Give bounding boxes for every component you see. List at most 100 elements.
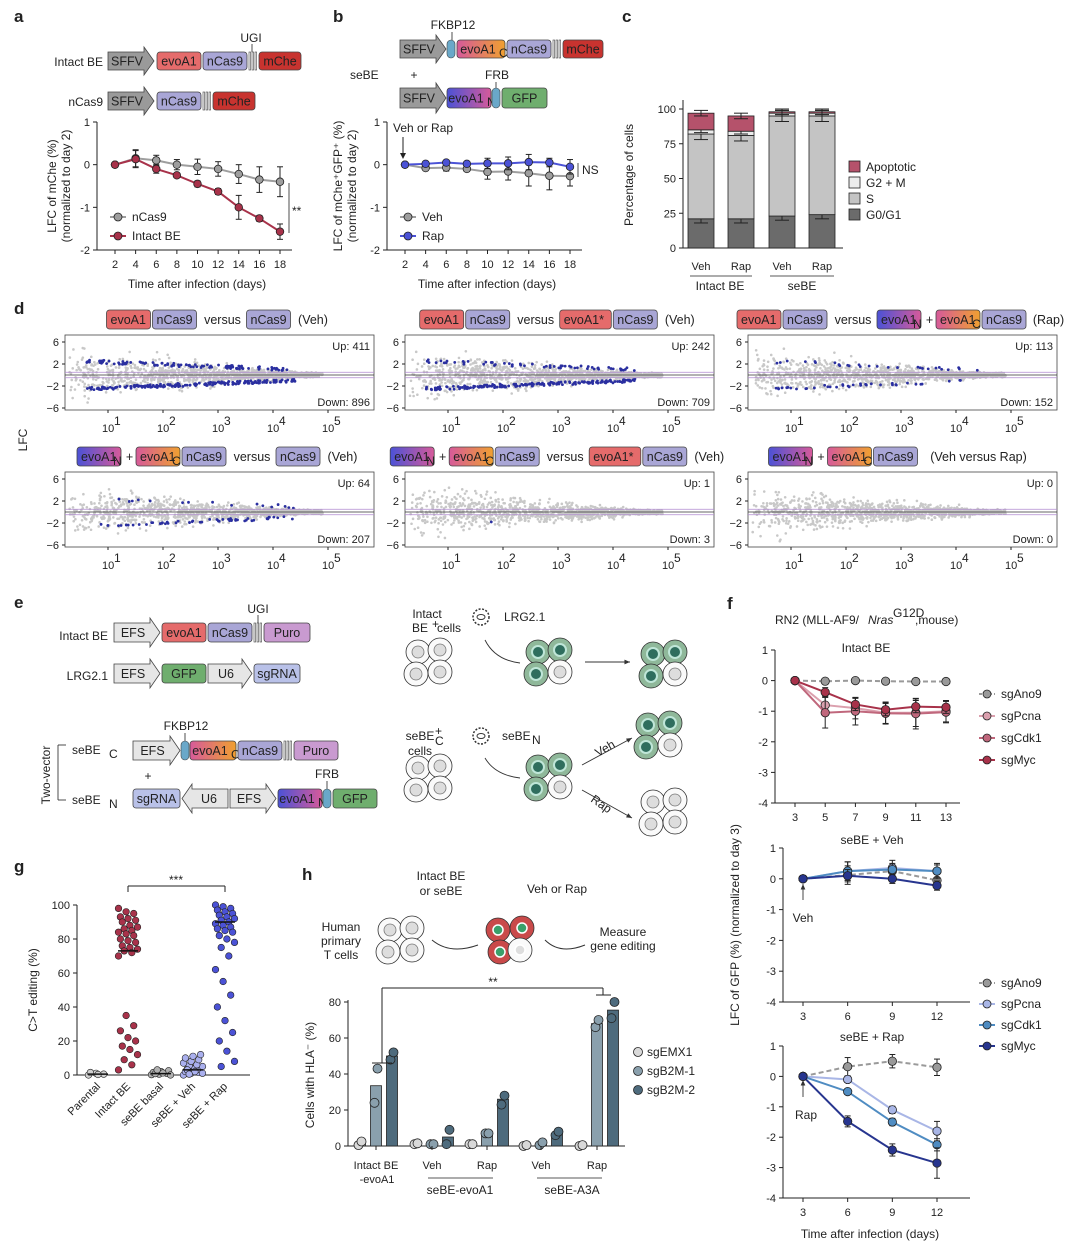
up-gene-point — [453, 361, 457, 364]
ugi-label: UGI — [240, 31, 261, 45]
gene-point — [125, 502, 129, 505]
gene-point — [81, 356, 85, 359]
up-gene-point — [426, 358, 430, 362]
gene-point — [457, 364, 461, 368]
evoa1c-box — [456, 39, 506, 59]
gene-point — [459, 376, 462, 380]
gene-point — [505, 360, 509, 364]
sebe-label: seBE — [350, 68, 379, 82]
construct-chip — [106, 309, 151, 330]
bar-segment-G0/G1 — [727, 218, 755, 249]
linker-mark — [202, 91, 205, 111]
gene-point — [904, 367, 907, 371]
data-point — [255, 175, 264, 184]
data-point — [234, 203, 243, 212]
gene-point — [96, 384, 99, 387]
up-gene-point — [946, 368, 950, 372]
gene-point — [791, 386, 795, 389]
gene-point — [283, 373, 287, 376]
data-point — [193, 162, 202, 171]
gene-point — [415, 368, 419, 371]
down-gene-point — [789, 386, 793, 390]
gene-point — [189, 369, 193, 372]
down-count: Down: 709 — [657, 397, 710, 409]
panel-letter: e — [14, 593, 23, 612]
up-count: Up: 242 — [671, 341, 710, 353]
gene-point — [884, 378, 888, 382]
up-count: Up: 411 — [332, 341, 370, 353]
down-gene-point — [188, 383, 192, 387]
down-gene-point — [528, 382, 532, 386]
gene-point — [199, 380, 203, 383]
gene-point — [790, 381, 793, 385]
gene-point — [185, 369, 189, 372]
chip-label: evoA1 — [424, 313, 459, 327]
down-gene-point — [438, 388, 442, 391]
gene-point — [90, 383, 94, 386]
up-gene-point — [896, 366, 899, 369]
gene-point — [782, 347, 786, 350]
down-gene-point — [611, 381, 615, 385]
gene-point — [815, 365, 818, 369]
gene-point — [859, 368, 863, 372]
down-gene-point — [780, 386, 784, 390]
down-gene-point — [561, 383, 564, 387]
gene-point — [221, 378, 225, 381]
gene-point — [93, 384, 96, 387]
up-gene-point — [258, 365, 261, 369]
up-gene-point — [98, 359, 102, 363]
gene-point — [230, 378, 233, 382]
treatment-annotation: Veh or Rap — [393, 121, 453, 135]
chip-label: nCas9 — [157, 313, 193, 327]
down-gene-point — [211, 381, 215, 385]
gene-point — [805, 382, 808, 386]
up-gene-point — [141, 361, 145, 365]
down-gene-point — [616, 380, 619, 383]
gene-point — [71, 367, 75, 370]
gene-point — [111, 383, 114, 387]
dimerization-domain — [446, 39, 456, 59]
subscript: C — [972, 317, 981, 331]
gene-point — [159, 378, 163, 381]
gene-point — [769, 353, 773, 357]
down-gene-point — [135, 383, 139, 387]
gene-point — [435, 365, 439, 369]
gene-point — [411, 358, 414, 362]
gene-point — [154, 359, 157, 362]
down-gene-point — [235, 380, 239, 384]
gene-point — [243, 375, 247, 378]
gene-point — [476, 377, 480, 381]
gene-point — [569, 377, 573, 381]
gene-point — [839, 366, 842, 370]
x-tick-label: 14 — [523, 259, 535, 271]
gene-point — [128, 350, 131, 354]
linker-mark — [205, 91, 208, 111]
gene-point — [268, 372, 272, 376]
up-gene-point — [548, 366, 552, 369]
gene-point — [212, 369, 216, 373]
gene-point — [888, 386, 892, 389]
gene-point — [824, 367, 827, 370]
gene-point — [880, 363, 884, 366]
legend-label: nCas9 — [132, 210, 167, 224]
up-gene-point — [171, 363, 175, 367]
gene-point — [450, 390, 453, 393]
legend-swatch — [848, 208, 861, 221]
gene-point — [194, 521, 197, 524]
gene-point — [544, 369, 548, 372]
chip-label: nCas9 — [986, 313, 1022, 327]
gene-point — [521, 367, 525, 370]
gene-point — [831, 389, 834, 393]
gene-point — [157, 381, 160, 384]
header-text: + — [926, 313, 933, 327]
gene-point — [151, 358, 155, 361]
gene-point — [842, 378, 846, 381]
data-point — [483, 167, 492, 177]
down-gene-point — [777, 387, 780, 391]
gene-point — [143, 380, 147, 384]
gene-point — [80, 358, 84, 361]
gene-point — [659, 374, 663, 377]
gene-point — [762, 368, 766, 371]
gene-point — [452, 393, 456, 397]
up-gene-point — [179, 363, 183, 367]
